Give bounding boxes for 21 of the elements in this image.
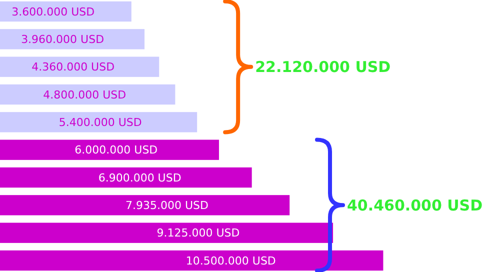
bar [0,250,384,271]
data-label: 9.125.000 USD [156,226,240,240]
data-label: 6.900.000 USD [98,171,182,184]
bar [0,56,160,77]
bar [0,195,290,216]
bar [0,140,219,160]
annotation: 22.120.000 USD [255,58,391,76]
data-label: 4.800.000 USD [43,88,126,102]
data-label: 10.500.000 USD [186,254,276,268]
bar [0,84,176,105]
bar [0,167,252,188]
data-label: 6.000.000 USD [74,144,158,157]
data-label: 7.935.000 USD [126,199,209,212]
data-label: 3.600.000 USD [12,5,95,18]
data-label: 4.360.000 USD [32,60,115,74]
annotation: 40.460.000 USD [347,196,483,214]
bar [0,222,334,243]
data-label: 5.400.000 USD [58,116,142,130]
data-label: 3.960.000 USD [21,33,104,46]
bar [0,29,145,50]
bar [0,112,198,132]
